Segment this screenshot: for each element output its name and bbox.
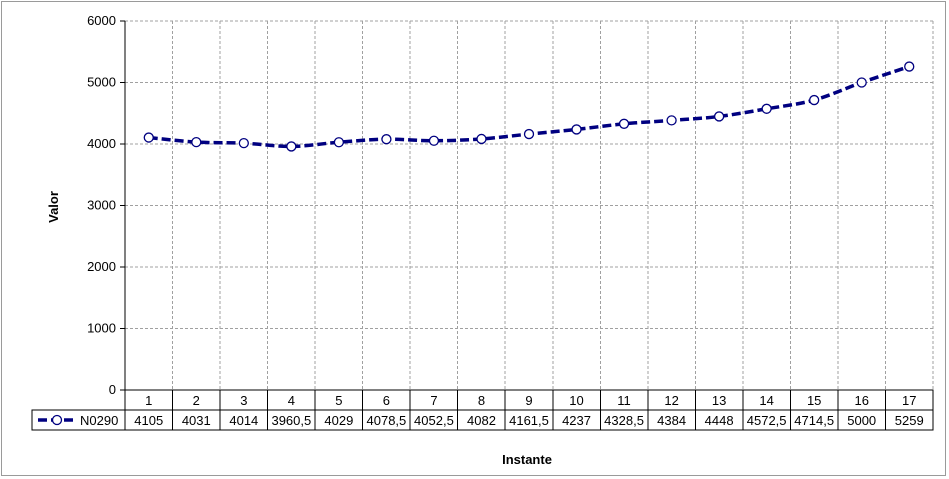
data-value-label: 4052,5: [414, 413, 454, 428]
x-tick-label: 6: [383, 393, 390, 408]
data-point-7: [428, 135, 440, 146]
data-point-8: [476, 133, 487, 145]
data-point-16: [856, 77, 867, 88]
x-tick-label: 14: [759, 393, 773, 408]
data-value-label: 4082: [467, 413, 496, 428]
y-tick-label: 0: [109, 382, 116, 397]
x-tick-label: 3: [240, 393, 247, 408]
data-point-12: [666, 115, 677, 126]
data-point-13: [713, 111, 725, 122]
y-tick-label: 2000: [87, 259, 116, 274]
x-tick-label: 2: [193, 393, 200, 408]
x-tick-label: 9: [525, 393, 532, 408]
y-tick-label: 1000: [87, 321, 116, 336]
axes: 0 1000 2000 3000 4000 5000 6000: [87, 13, 933, 397]
data-point-1: [143, 132, 154, 143]
x-tick-label: 17: [902, 393, 916, 408]
y-tick-label: 5000: [87, 75, 116, 90]
x-tick-label: 5: [335, 393, 342, 408]
x-tick-label: 16: [854, 393, 868, 408]
data-value-label: 4031: [182, 413, 211, 428]
data-value-label: 4448: [705, 413, 734, 428]
x-tick-label: 7: [430, 393, 437, 408]
data-value-label: 4105: [134, 413, 163, 428]
x-tick-label: 10: [569, 393, 583, 408]
data-point-4: [286, 141, 297, 152]
data-point-9: [523, 128, 535, 140]
legend-series-name: N0290: [80, 413, 118, 428]
data-value-label: 4237: [562, 413, 591, 428]
x-tick-label: 11: [617, 393, 631, 408]
data-value-label: 4078,5: [367, 413, 407, 428]
x-tick-label: 4: [288, 393, 295, 408]
data-value-label: 4014: [229, 413, 258, 428]
data-point-2: [191, 136, 202, 148]
data-value-label: 5000: [847, 413, 876, 428]
data-value-label: 5259: [895, 413, 924, 428]
data-point-3: [238, 137, 249, 149]
data-value-label: 4029: [324, 413, 353, 428]
data-point-17: [904, 61, 915, 72]
data-value-label: 3960,5: [271, 413, 311, 428]
y-tick-label: 6000: [87, 13, 116, 28]
grid-lines: [125, 20, 934, 390]
data-point-15: [809, 94, 820, 106]
y-tick-label: 4000: [87, 136, 116, 151]
data-value-label: 4328,5: [604, 413, 644, 428]
x-tick-label: 13: [712, 393, 726, 408]
x-tick-label: 15: [807, 393, 821, 408]
data-point-10: [571, 124, 582, 135]
data-point-5: [333, 137, 345, 148]
x-tick-label: 12: [664, 393, 678, 408]
x-tick-label: 1: [145, 393, 152, 408]
data-value-label: 4714,5: [794, 413, 834, 428]
x-axis-title: Instante: [502, 452, 552, 467]
y-tick-label: 3000: [87, 198, 116, 213]
data-value-label: 4384: [657, 413, 686, 428]
data-value-label: 4161,5: [509, 413, 549, 428]
legend-marker-swatch: [51, 414, 63, 426]
y-axis-title: Valor: [46, 191, 61, 223]
data-value-label: 4572,5: [747, 413, 787, 428]
x-tick-label: 8: [478, 393, 485, 408]
data-point-14: [761, 103, 772, 114]
series-layer: [143, 61, 915, 152]
data-point-11: [618, 118, 630, 129]
value-cell: [884, 409, 934, 431]
data-point-6: [381, 134, 392, 145]
